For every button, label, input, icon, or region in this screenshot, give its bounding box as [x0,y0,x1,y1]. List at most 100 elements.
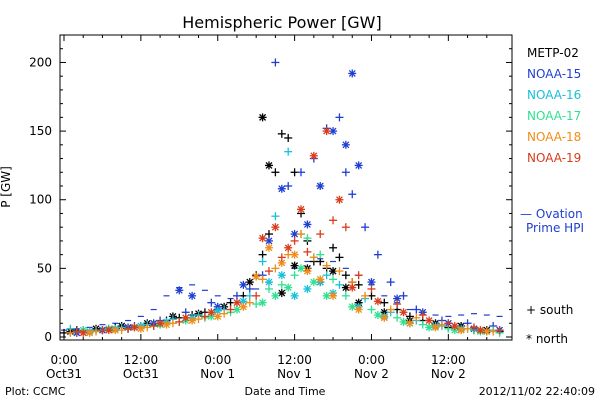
north-marker [277,289,286,298]
north-marker [232,298,241,307]
south-marker [322,261,331,270]
marker-stroke-d2 [400,308,407,316]
south-marker [469,323,478,332]
y-tick-label: 50 [37,261,52,275]
marker-stroke-d2 [374,297,382,305]
south-marker [437,320,446,329]
marker-stroke-d2 [476,326,484,334]
north-marker [341,140,350,149]
marker-stroke-d2 [342,141,350,149]
south-marker [412,305,421,314]
marker-stroke-d2 [425,323,433,331]
north-marker [104,326,113,335]
marker-stroke-d2 [291,292,299,300]
north-marker [290,261,299,270]
north-marker [245,278,254,287]
north-marker [258,234,267,243]
south-marker [232,291,241,300]
north-marker [271,291,280,300]
marker-stroke-d2 [259,299,267,307]
north-marker [354,305,363,314]
north-marker [258,113,267,122]
legend-entry: NOAA-19 [527,151,581,165]
north-marker [239,302,248,311]
marker-stroke-d2 [131,323,138,331]
marker-stroke-d2 [368,278,375,286]
south-marker [341,271,350,280]
marker-stroke-d2 [214,312,222,320]
north-marker [380,313,389,322]
north-marker [290,250,299,259]
marker-stroke-d2 [342,284,350,292]
marker-stroke-d2 [271,292,279,300]
north-marker [399,317,408,326]
south-marker [341,168,350,177]
marker-stroke-d2 [265,278,273,286]
south-marker [367,305,376,314]
south-marker [258,250,267,259]
marker-stroke-d2 [329,127,337,135]
north-marker [271,223,280,232]
model-legend-line2: Prime HPI [526,221,584,235]
north-marker [284,243,293,252]
south-marker [264,267,273,276]
marker-stroke-d2 [406,319,414,327]
north-marker [482,327,491,336]
south-marker [393,300,402,309]
y-axis: 0 50 100 150 200 [29,48,512,344]
north-marker [264,161,273,170]
legend-entry: METP-02 [527,46,579,60]
marker-stroke-d2 [239,281,247,289]
legend: METP-02 NOAA-15 NOAA-16 NOAA-17 NOAA-18 NOAA-… [527,46,581,165]
north-marker [213,312,222,321]
south-marker [329,216,338,225]
marker-stroke-d2 [284,284,292,292]
south-marker [297,168,306,177]
north-marker-legend: * north [526,332,568,346]
north-marker [85,328,94,337]
north-marker [309,278,318,287]
south-marker [418,311,427,320]
north-marker [457,326,466,335]
north-marker [303,220,312,229]
north-marker [239,280,248,289]
x-axis-label: Date and Time [245,385,326,398]
legend-entry: NOAA-15 [527,67,581,81]
marker-stroke-d2 [483,328,491,335]
south-marker [412,313,421,322]
x-tick-label-time: 12:00 [277,353,312,367]
marker-stroke-d2 [291,230,299,238]
north-marker [405,319,414,328]
south-marker [341,223,350,232]
marker-stroke-d2 [374,311,382,319]
south-marker [124,324,133,333]
south-marker [367,284,376,293]
north-marker [329,291,338,300]
north-marker [303,284,312,293]
north-marker [207,308,216,317]
north-marker [136,324,145,333]
north-marker [335,195,344,204]
marker-stroke-d2 [425,317,433,324]
north-marker [425,316,434,325]
marker-stroke-d2 [278,185,286,193]
north-marker [348,302,357,311]
plot-frame [59,34,513,341]
south-marker [194,315,203,324]
south-marker [252,300,261,309]
north-marker [277,184,286,193]
south-marker [245,298,254,307]
north-marker [431,323,440,332]
x-tick-label-date: Oct31 [46,367,82,381]
north-marker [354,161,363,170]
south-marker [303,247,312,256]
north-marker [264,243,273,252]
south-marker [284,133,293,142]
south-marker [175,317,184,326]
marker-stroke-d2 [451,322,459,330]
south-marker [264,284,273,293]
south-marker [361,291,370,300]
marker-stroke-d2 [335,196,343,204]
south-marker [303,234,312,243]
